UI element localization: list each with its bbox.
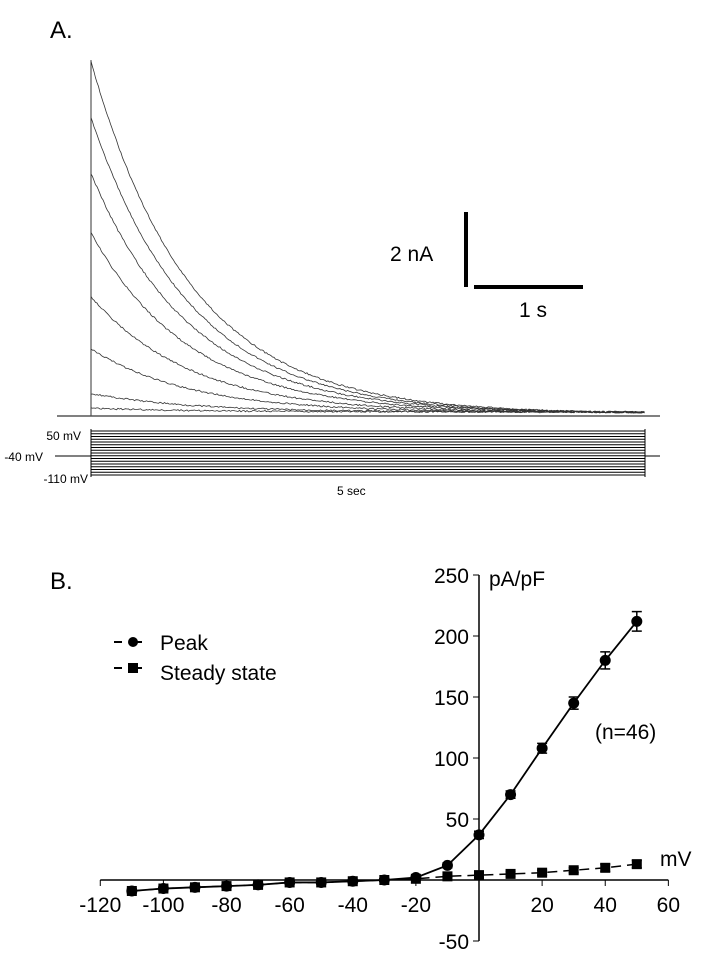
legend: Peak Steady state <box>114 632 277 685</box>
protocol-bottom-label: -110 mV <box>44 472 88 486</box>
y-tick-label: 150 <box>434 687 469 710</box>
data-point-steady-state <box>631 859 642 870</box>
n-annotation: (n=46) <box>595 721 656 744</box>
data-point-steady-state <box>158 883 169 894</box>
x-axis-label: mV <box>660 848 692 871</box>
x-tick-label: -80 <box>211 894 241 917</box>
legend-marker-steady <box>128 663 138 673</box>
panel-b-label: B. <box>50 568 73 595</box>
y-tick-label: 50 <box>446 809 469 832</box>
data-point-steady-state <box>410 873 421 884</box>
data-point-steady-state <box>189 882 200 893</box>
x-tick-label: -60 <box>274 894 304 917</box>
legend-label-steady: Steady state <box>160 662 277 685</box>
data-point-steady-state <box>379 875 390 885</box>
protocol-top-label: 50 mV <box>46 429 81 443</box>
current-trace <box>90 230 645 415</box>
y-tick-label: -50 <box>439 931 469 954</box>
y-tick-label: 250 <box>434 565 469 588</box>
current-trace <box>90 117 645 415</box>
data-point-steady-state <box>474 870 484 881</box>
y-tick-label: 200 <box>434 626 469 649</box>
legend-label-peak: Peak <box>160 632 208 655</box>
iv-plot: -120 -100 -80 -60 -40 -20 20 40 60 -50 50 100 150 200… <box>79 565 680 954</box>
data-point-steady-state <box>126 885 137 896</box>
current-trace <box>90 172 645 415</box>
scale-bar-time-label: 1 s <box>519 299 547 322</box>
data-point-peak <box>599 654 611 666</box>
y-tick-label: 100 <box>434 748 469 771</box>
data-point-steady-state <box>537 867 548 878</box>
data-point-steady-state <box>284 877 295 888</box>
x-tick-label: 60 <box>657 894 680 917</box>
data-point-peak <box>631 615 643 627</box>
data-point-steady-state <box>505 868 516 879</box>
legend-marker-peak <box>128 637 138 647</box>
protocol-holding-label: -40 mV <box>4 450 43 464</box>
panel-a-label: A. <box>50 17 73 44</box>
data-point-steady-state <box>347 876 358 887</box>
data-point-peak <box>568 697 580 709</box>
data-point-peak <box>536 742 548 754</box>
data-point-steady-state <box>253 879 264 890</box>
data-point-peak <box>441 859 453 871</box>
data-point-steady-state <box>442 871 453 882</box>
protocol-duration-label: 5 sec <box>337 484 366 498</box>
current-trace <box>90 348 645 415</box>
data-point-steady-state <box>568 865 579 876</box>
current-trace <box>90 294 645 415</box>
data-point-peak <box>473 829 485 841</box>
data-point-steady-state <box>221 881 232 892</box>
series-line-steady-state <box>131 863 637 892</box>
scale-bar-current-label: 2 nA <box>390 243 433 266</box>
current-trace <box>90 407 645 415</box>
x-tick-label: -20 <box>401 894 431 917</box>
x-tick-label: 40 <box>594 894 617 917</box>
voltage-protocol <box>55 429 660 477</box>
x-tick-label: -120 <box>79 894 121 917</box>
y-axis-label: pA/pF <box>489 568 545 591</box>
data-point-steady-state <box>316 877 327 888</box>
x-tick-label: 20 <box>530 894 553 917</box>
current-traces <box>57 60 660 417</box>
data-point-steady-state <box>600 862 611 873</box>
data-point-peak <box>505 789 517 801</box>
x-tick-label: -100 <box>142 894 184 917</box>
x-tick-label: -40 <box>338 894 368 917</box>
